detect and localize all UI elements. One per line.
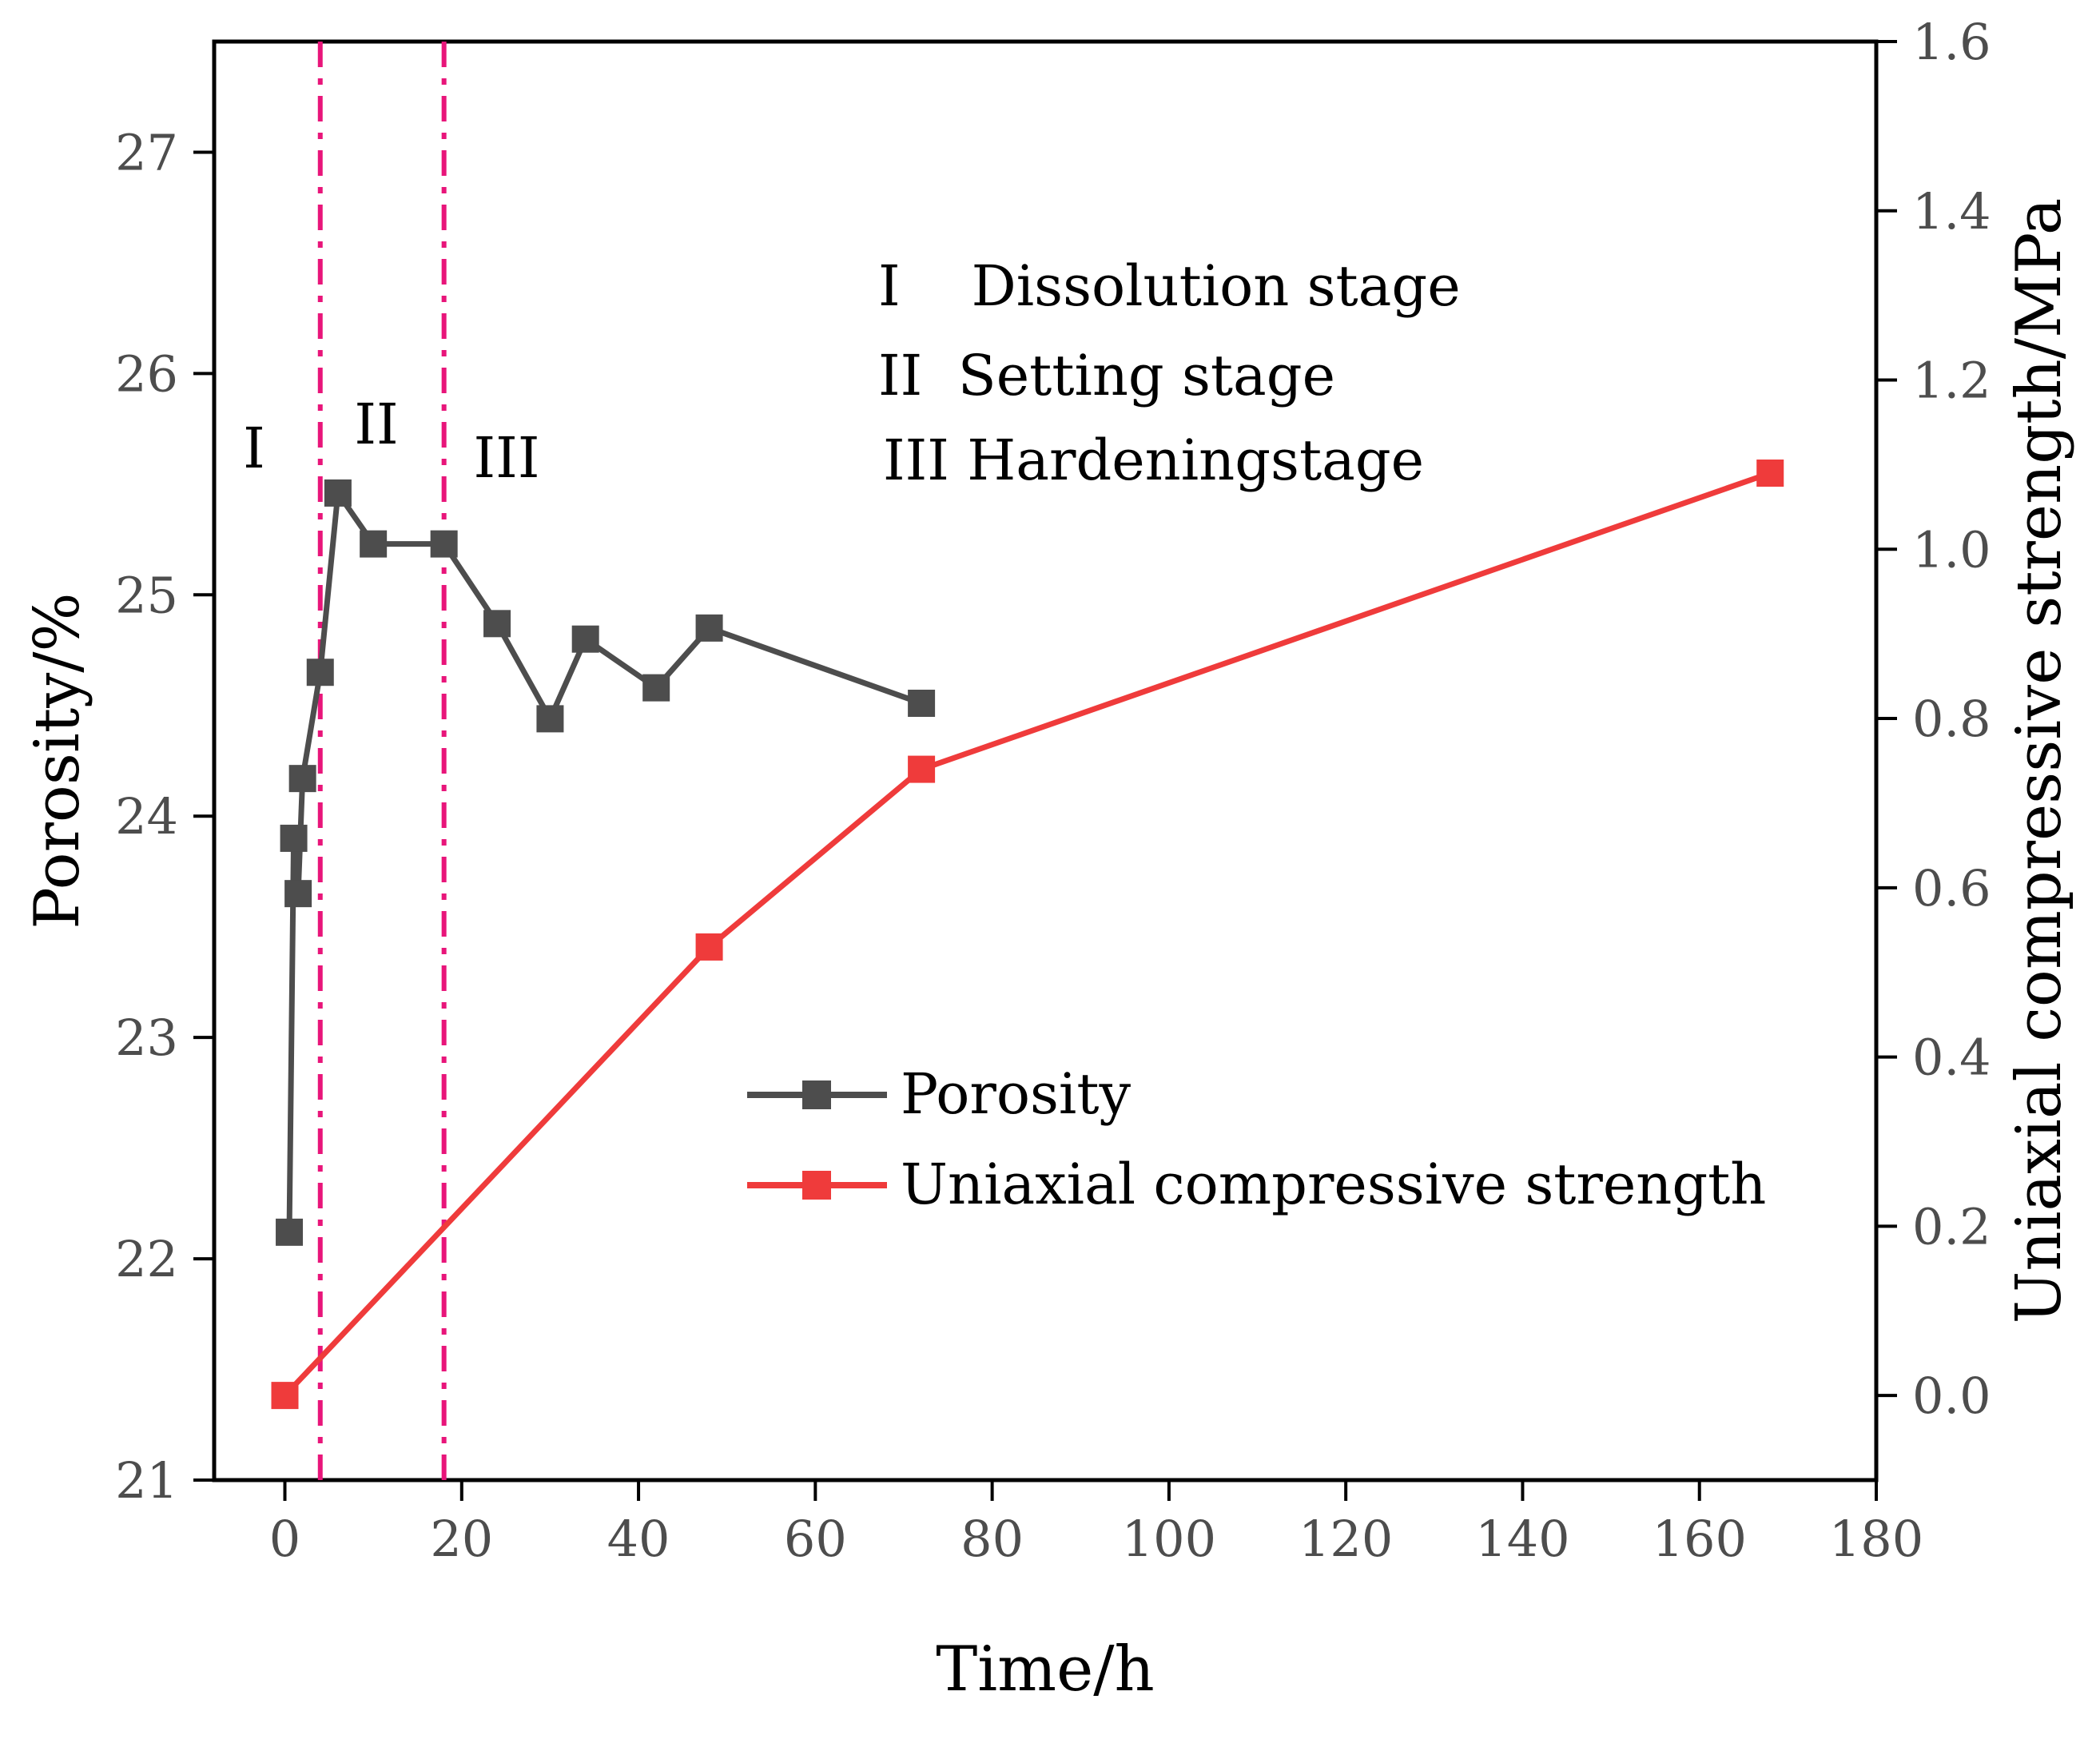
plot-frame [212,39,1879,1482]
porosity-point [642,674,670,702]
series-group [271,460,1784,1410]
y-axis-left-title: Porosity/% [22,592,93,929]
porosity-point [483,610,511,638]
x-tick-label: 60 [784,1510,847,1568]
y-right-tick-label: 0.2 [1912,1197,1991,1256]
porosity-point [276,1218,304,1246]
porosity-point [360,530,388,558]
y-left-tick-label: 27 [115,123,178,181]
porosity-point [284,880,312,908]
x-tick-label: 140 [1475,1510,1569,1568]
legend-porosity-label: Porosity [901,1061,1131,1127]
legend: Porosity Uniaxial compressive strength [747,1061,1766,1217]
x-tick-label: 0 [269,1510,300,1568]
annotation-dissolution: I Dissolution stage [878,253,1461,319]
porosity-point [288,765,316,793]
y-left-tick-label: 25 [115,566,178,624]
stage-label-iii: III [474,425,540,491]
ucs-point [908,755,936,783]
x-tick-label: 40 [607,1510,670,1568]
porosity-point [571,625,599,653]
y-right-tick-label: 1.2 [1912,352,1991,410]
porosity-point [908,690,936,717]
y-right-tick-label: 0.4 [1912,1029,1991,1087]
annotation-setting: II Setting stage [878,343,1335,408]
x-tick-label: 180 [1829,1510,1923,1568]
legend-porosity-marker [802,1080,831,1109]
y-left-tick-label: 23 [115,1009,178,1067]
porosity-point [695,614,723,642]
stage-boundaries [317,42,447,1480]
legend-ucs-marker [802,1171,831,1200]
porosity-point [280,824,308,852]
legend-ucs-label: Uniaxial compressive strength [901,1152,1766,1217]
y-right-tick-label: 0.0 [1912,1367,1991,1425]
x-tick-label: 100 [1122,1510,1216,1568]
stage-label-ii: II [354,392,398,457]
y-left-tick-label: 24 [115,787,178,846]
y-left-tick-label: 21 [115,1451,178,1510]
y-right-tick-label: 1.4 [1912,182,1991,241]
y-left-tick-label: 26 [115,344,178,403]
porosity-point [536,705,564,733]
stage-label-i: I [243,416,265,481]
y-right-tick-label: 0.6 [1912,859,1991,917]
ucs-point [695,933,723,961]
x-tick-label: 120 [1299,1510,1393,1568]
y-right-tick-label: 1.0 [1912,520,1991,579]
y-right-tick-label: 0.8 [1912,690,1991,748]
ucs-line [282,470,1772,1398]
x-tick-label: 160 [1653,1510,1747,1568]
ucs-point [271,1382,299,1410]
porosity-point [324,479,352,507]
x-tick-label: 80 [961,1510,1024,1568]
annotation-hardening: III Hardeningstage [883,428,1424,493]
porosity-point [430,530,458,558]
y-axis-right-title: Uniaxial compressive strength/MPa [2003,198,2075,1324]
y-right-tick-label: 1.6 [1912,13,1991,71]
axes-ticks: 0 20 40 60 80 100 120 140 160 180 21 22 23 24 25 26 27 0.… [115,13,1991,1568]
ucs-point [1756,460,1784,487]
y-left-tick-label: 22 [115,1230,178,1288]
porosity-point [306,659,334,686]
x-tick-label: 20 [430,1510,493,1568]
x-axis-title: Time/h [936,1634,1155,1705]
